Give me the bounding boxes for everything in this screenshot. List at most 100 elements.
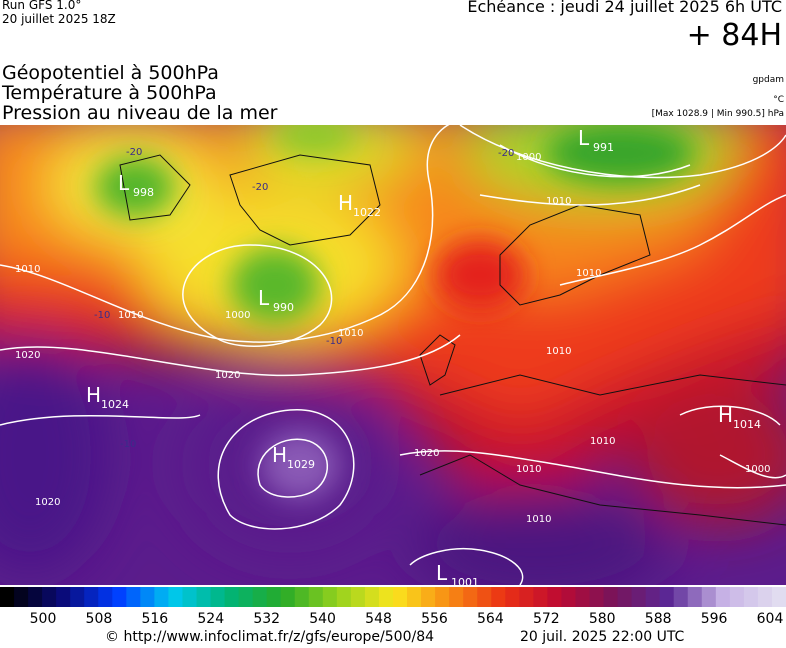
swatch bbox=[364, 587, 380, 607]
temperature-label: -20 bbox=[126, 147, 142, 158]
swatch bbox=[715, 587, 731, 607]
swatch bbox=[449, 587, 464, 607]
center-letter: H bbox=[86, 383, 101, 407]
center-letter: H bbox=[272, 443, 287, 467]
run-date: 20 juillet 2025 18Z bbox=[2, 12, 116, 26]
swatch bbox=[350, 587, 366, 607]
swatch bbox=[533, 587, 548, 607]
swatch bbox=[547, 587, 562, 607]
swatch bbox=[589, 587, 605, 607]
swatch bbox=[308, 587, 324, 607]
unit: °C bbox=[773, 95, 784, 105]
colorbar bbox=[0, 587, 786, 607]
center-value: 1029 bbox=[287, 458, 315, 471]
swatch bbox=[435, 587, 450, 607]
center-letter: H bbox=[718, 403, 733, 427]
center-letter: L bbox=[258, 286, 270, 310]
swatch bbox=[42, 587, 57, 607]
isobar-label: 1010 bbox=[516, 464, 541, 475]
swatch bbox=[196, 587, 212, 607]
colorbar-label: 524 bbox=[197, 611, 224, 627]
center-value: 991 bbox=[593, 141, 614, 154]
swatch bbox=[238, 587, 254, 607]
forecast: Echéance : jeudi 24 juillet 2025 6h UTC bbox=[467, 0, 782, 16]
colorbar-labels: 500 508 516 524 532 540 548 556 564 572 580 588 596 6… bbox=[30, 611, 784, 627]
map: 1010 1010 1020 1020 1010 1000 1000 1010 1010 1010… bbox=[0, 125, 786, 585]
colorbar-label: 532 bbox=[253, 611, 280, 627]
swatch bbox=[617, 587, 633, 607]
swatch bbox=[140, 587, 155, 607]
swatch bbox=[322, 587, 338, 607]
swatch bbox=[701, 587, 717, 607]
swatch bbox=[421, 587, 436, 607]
isobar-label: 1020 bbox=[35, 497, 60, 508]
lead-time: + 84H bbox=[686, 18, 782, 53]
center-letter: L bbox=[118, 171, 130, 195]
colorbar-label: 596 bbox=[701, 611, 728, 627]
swatch bbox=[252, 587, 268, 607]
swatch bbox=[14, 587, 29, 607]
center-value: 1024 bbox=[101, 398, 129, 411]
unit: gpdam bbox=[752, 75, 784, 85]
swatch bbox=[210, 587, 226, 607]
swatch bbox=[631, 587, 647, 607]
swatch bbox=[294, 587, 310, 607]
colorbar-label: 516 bbox=[141, 611, 168, 627]
colorbar-label: 564 bbox=[477, 611, 504, 627]
isobar-label: 1010 bbox=[546, 346, 571, 357]
swatch bbox=[56, 587, 71, 607]
center-value: 1014 bbox=[733, 418, 761, 431]
temperature-label: -20 bbox=[498, 148, 514, 159]
swatch bbox=[182, 587, 197, 607]
isobar-label: 1010 bbox=[590, 436, 615, 447]
isobar-label: 1010 bbox=[118, 310, 143, 321]
swatch bbox=[28, 587, 43, 607]
isobar-label: 1010 bbox=[526, 514, 551, 525]
swatch bbox=[407, 587, 422, 607]
swatch bbox=[491, 587, 506, 607]
swatch bbox=[603, 587, 619, 607]
swatch bbox=[280, 587, 296, 607]
isobar-label: 1020 bbox=[215, 370, 240, 381]
swatch bbox=[561, 587, 576, 607]
isobar-label: 1010 bbox=[576, 268, 601, 279]
swatch bbox=[645, 587, 661, 607]
swatch bbox=[463, 587, 478, 607]
isobar-label: 1010 bbox=[15, 264, 40, 275]
isobar-label: 1010 bbox=[546, 196, 571, 207]
swatch bbox=[729, 587, 745, 607]
swatch bbox=[336, 587, 352, 607]
swatch bbox=[659, 587, 675, 607]
source: © http://www.infoclimat.fr/z/gfs/europe/… bbox=[105, 629, 435, 645]
swatch bbox=[112, 587, 127, 607]
center-value: 998 bbox=[133, 186, 154, 199]
isobar-label: 1010 bbox=[338, 328, 363, 339]
field-title: Pression au niveau de la mer bbox=[2, 102, 278, 124]
temperature-label: -10 bbox=[326, 336, 342, 347]
swatch bbox=[771, 587, 786, 607]
colorbar-label: 588 bbox=[645, 611, 672, 627]
swatch bbox=[575, 587, 590, 607]
center-value: 990 bbox=[273, 301, 294, 314]
pressure-range: [Max 1028.9 | Min 990.5] hPa bbox=[651, 109, 784, 119]
swatch bbox=[224, 587, 240, 607]
temperature-label: -10 bbox=[120, 439, 136, 450]
isobar-label: 1020 bbox=[15, 350, 40, 361]
timestamp: 20 juil. 2025 22:00 UTC bbox=[520, 629, 685, 645]
colorbar-label: 604 bbox=[757, 611, 784, 627]
center-value: 1022 bbox=[353, 206, 381, 219]
colorbar-label: 548 bbox=[365, 611, 392, 627]
swatch bbox=[126, 587, 141, 607]
swatch bbox=[505, 587, 520, 607]
swatch bbox=[393, 587, 408, 607]
field-title: Température à 500hPa bbox=[2, 82, 217, 104]
temperature-label: -10 bbox=[94, 310, 110, 321]
run: Run GFS 1.0° bbox=[2, 0, 82, 12]
swatch bbox=[378, 587, 394, 607]
swatch bbox=[84, 587, 99, 607]
colorbar-label: 508 bbox=[86, 611, 113, 627]
swatch bbox=[743, 587, 759, 607]
isobar-label: 1020 bbox=[414, 448, 439, 459]
swatch bbox=[687, 587, 703, 607]
